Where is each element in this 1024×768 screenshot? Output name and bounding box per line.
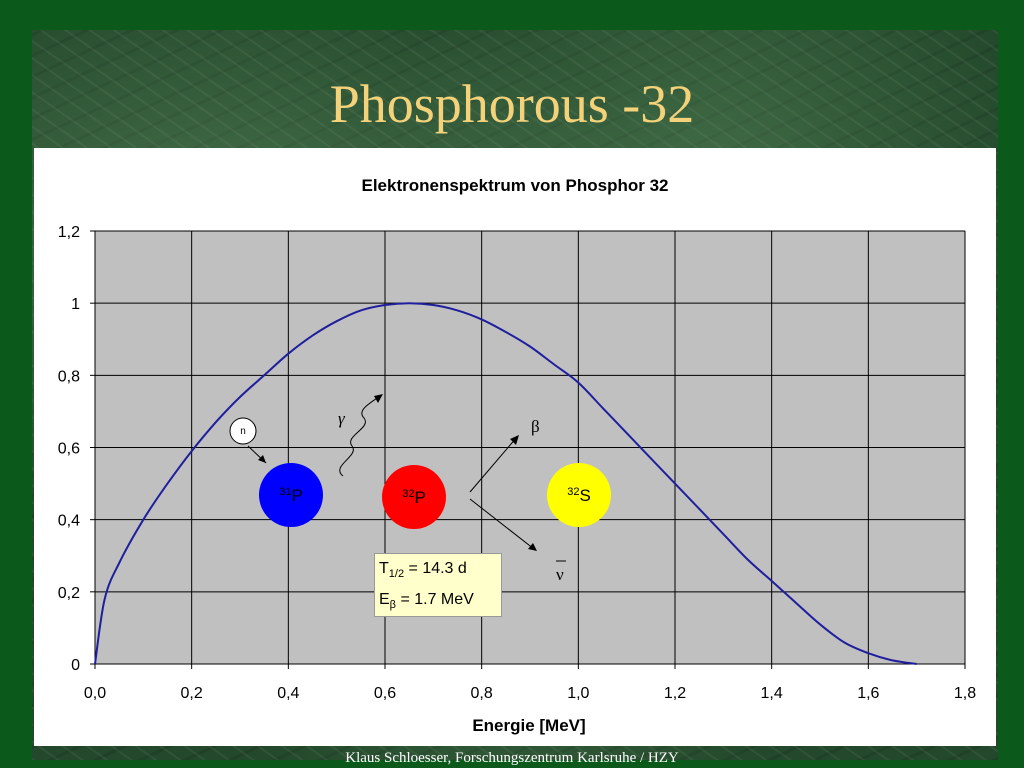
x-tick-label: 1,2: [664, 685, 686, 702]
p32-symbol: P: [414, 488, 425, 507]
x-axis-ticks: 0,0 0,2 0,4 0,6 0,8 1,0 1,2 1,4 1,6 1,8: [84, 664, 976, 702]
half-life-value: = 14.3 d: [404, 560, 467, 577]
p32-mass: 32: [402, 488, 414, 500]
x-axis-label: Energie [MeV]: [472, 716, 585, 735]
y-tick-label: 0: [71, 657, 80, 674]
neutron-circle: [229, 417, 257, 445]
half-life-sub: 1/2: [388, 568, 405, 581]
x-tick-label: 1,0: [567, 685, 589, 702]
y-tick-label: 0,8: [58, 368, 80, 385]
decay-diagram: n 31P γ 32P β ν 32S: [229, 394, 611, 584]
gamma-arrowhead-icon: [374, 394, 383, 403]
antineutrino-arrow: [469, 498, 535, 550]
y-tick-label: 0,4: [58, 513, 80, 530]
antineutrino-arrowhead-icon: [528, 543, 537, 551]
s32-nucleus: [547, 463, 611, 527]
y-axis-ticks: 0 0,2 0,4 0,6 0,8 1 1,2: [58, 224, 95, 674]
half-life-line: T1/2 = 14.3 d: [379, 556, 497, 587]
half-life-symbol: T: [379, 560, 389, 577]
neutron-arrowhead-icon: [258, 455, 266, 463]
y-tick-label: 1,2: [58, 224, 80, 241]
x-tick-label: 1,8: [954, 685, 976, 702]
y-tick-label: 1: [71, 296, 80, 313]
gamma-label: γ: [338, 409, 346, 428]
x-tick-label: 0,0: [84, 685, 106, 702]
p31-nucleus: [259, 463, 323, 527]
y-tick-label: 0,2: [58, 585, 80, 602]
beta-arrowhead-icon: [510, 435, 519, 445]
slide-title: Phosphorous -32: [329, 74, 695, 134]
gamma-wave: [339, 395, 381, 477]
p32-nucleus: [382, 465, 446, 529]
energy-line: Eβ = 1.7 MeV: [379, 587, 497, 618]
x-tick-label: 0,4: [277, 685, 299, 702]
beta-arrow: [469, 436, 518, 493]
slide-footer: Klaus Schloesser, Forschungszentrum Karl…: [345, 750, 679, 766]
neutron-label: n: [240, 426, 246, 437]
s32-symbol: S: [579, 486, 590, 505]
svg-text:32P: 32P: [402, 488, 426, 507]
chart-title: Elektronenspektrum von Phosphor 32: [361, 176, 668, 195]
antineutrino-label: ν: [556, 565, 564, 584]
beta-label: β: [531, 417, 540, 436]
energy-value: = 1.7 MeV: [396, 591, 474, 609]
grid-lines: [94, 230, 966, 665]
svg-text:31P: 31P: [279, 486, 303, 505]
x-tick-label: 0,2: [181, 685, 203, 702]
x-tick-label: 1,6: [857, 685, 879, 702]
x-tick-label: 0,6: [374, 685, 396, 702]
s32-mass: 32: [567, 486, 579, 498]
x-tick-label: 1,4: [761, 685, 783, 702]
p31-symbol: P: [291, 486, 302, 505]
spectrum-curve: [94, 302, 917, 665]
svg-text:32S: 32S: [567, 486, 591, 505]
p31-mass: 31: [279, 486, 291, 498]
energy-sub: β: [389, 599, 396, 612]
y-tick-label: 0,6: [58, 441, 80, 458]
x-tick-label: 0,8: [471, 685, 493, 702]
energy-symbol: E: [379, 591, 390, 609]
decay-info-box: T1/2 = 14.3 d Eβ = 1.7 MeV: [374, 553, 502, 617]
